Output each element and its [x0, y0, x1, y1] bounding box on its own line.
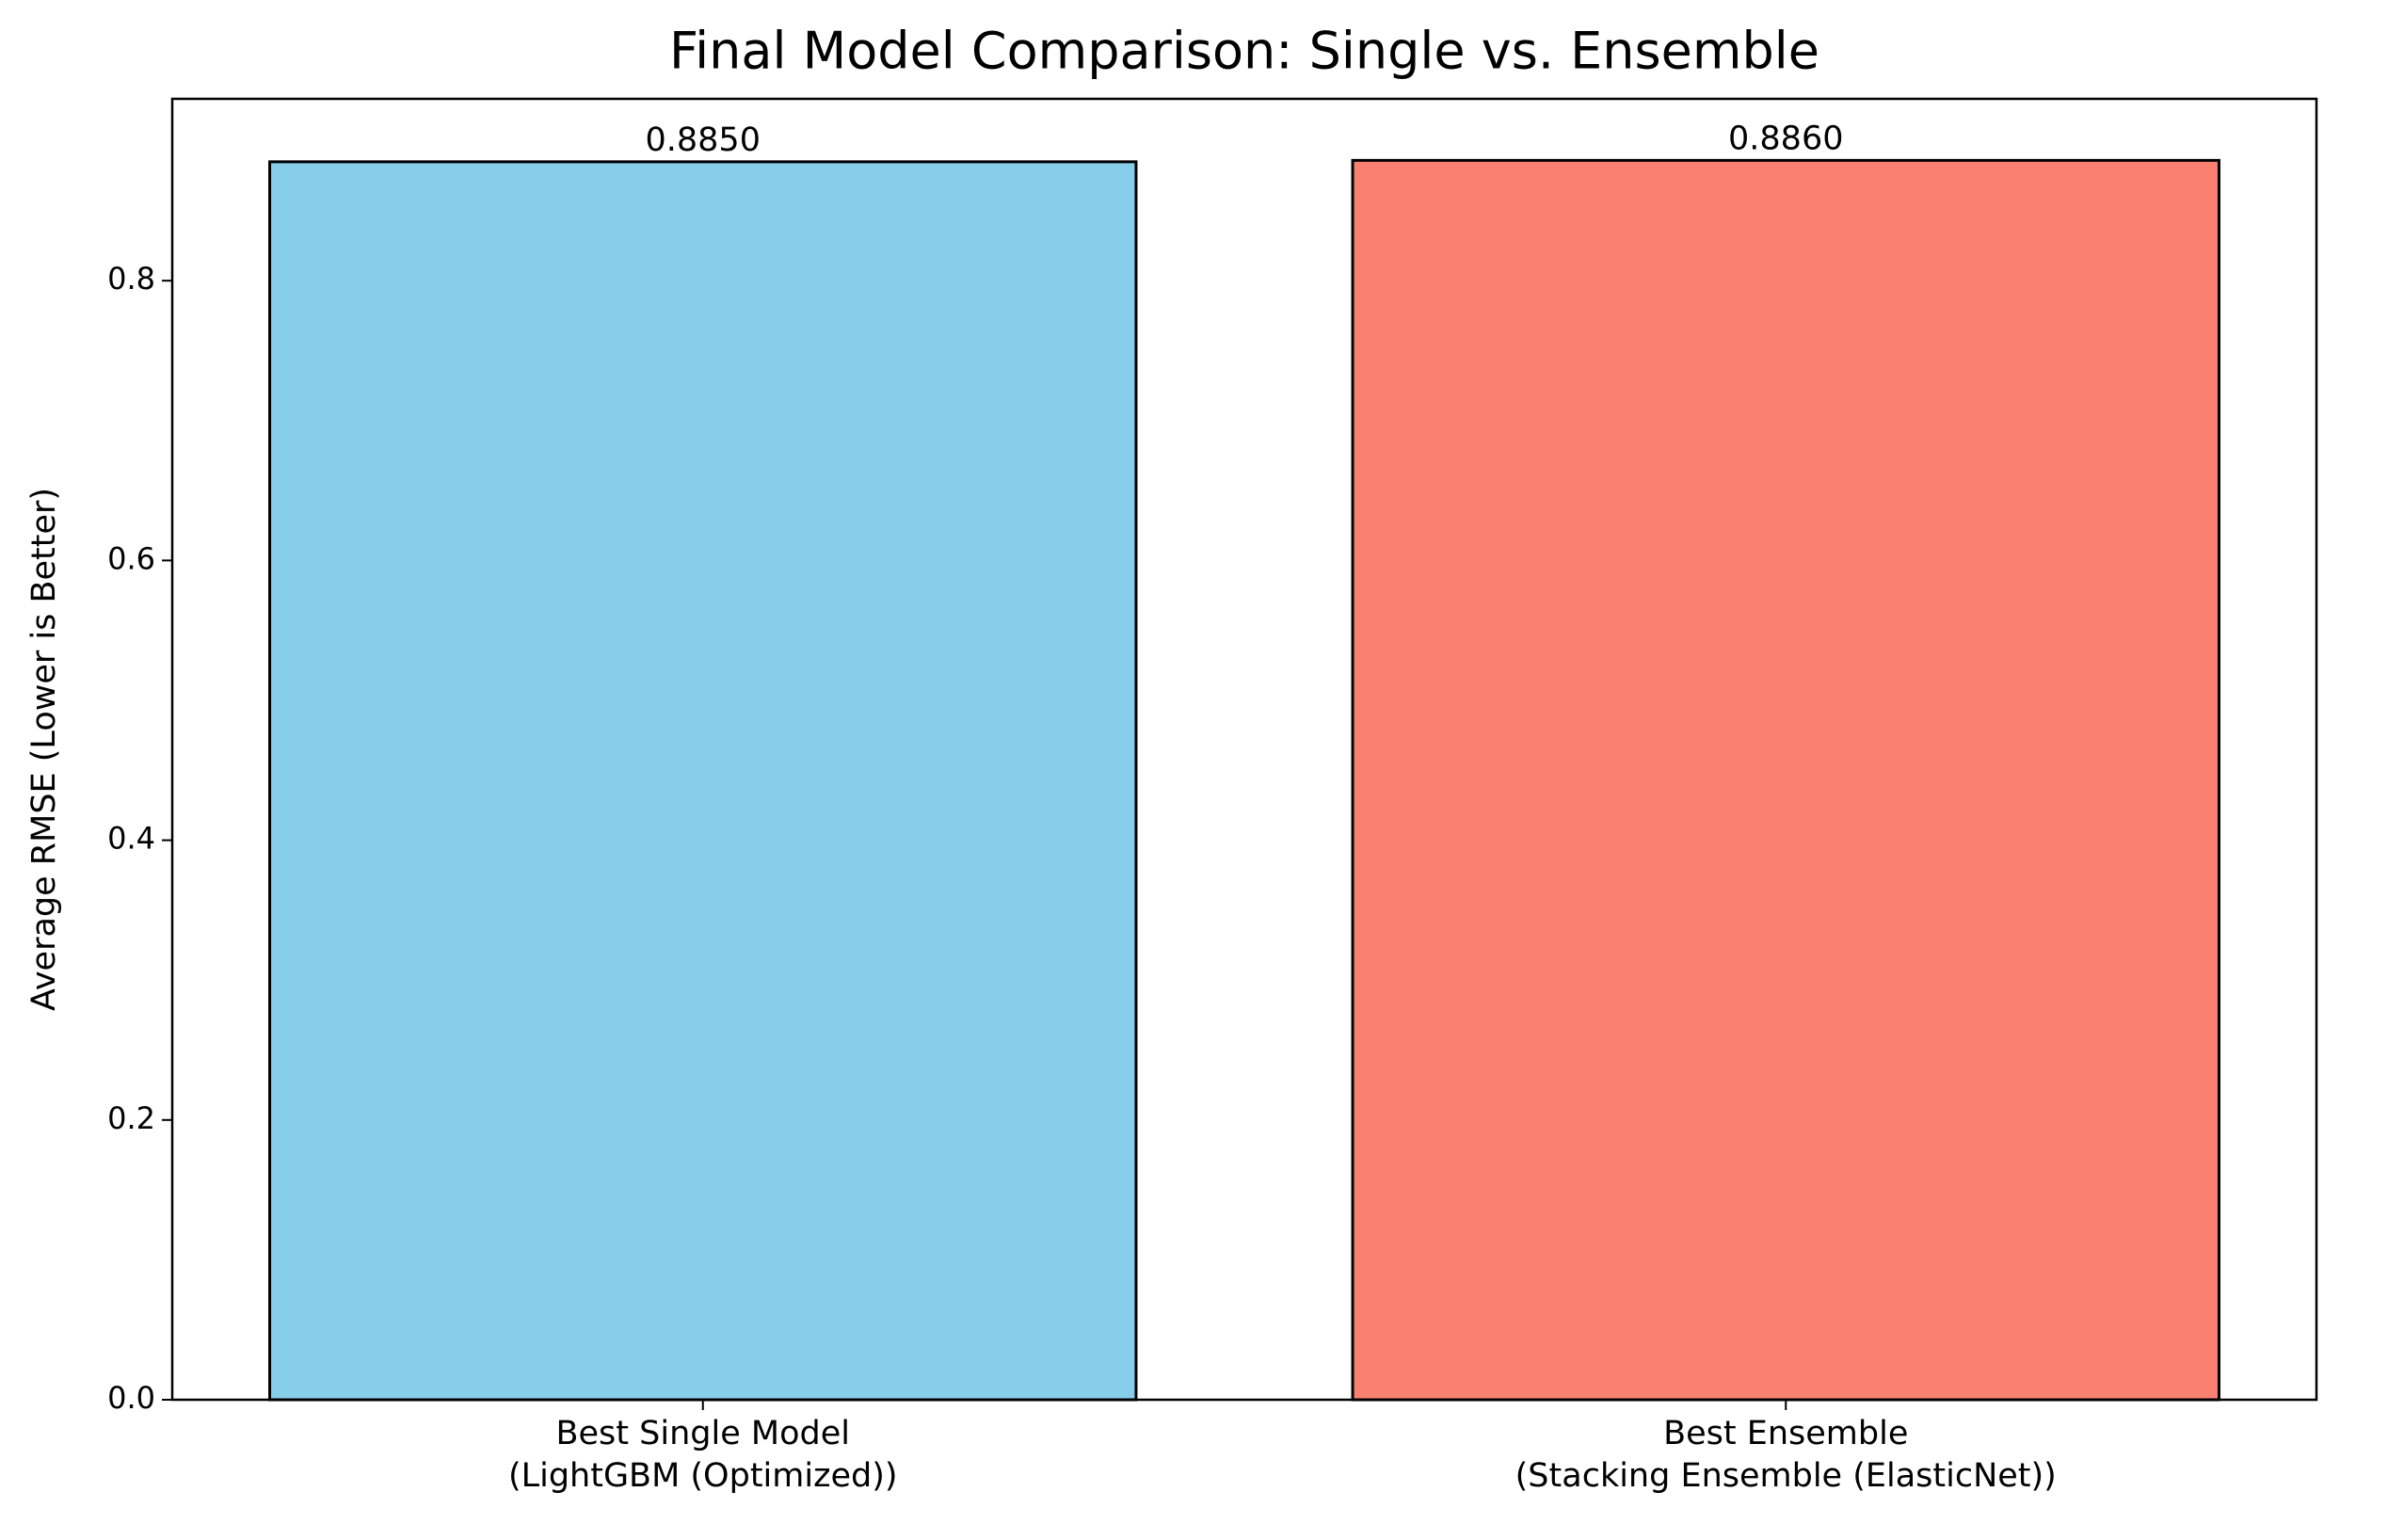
- bar: [268, 160, 1138, 1402]
- value-label: 0.8850: [646, 121, 761, 159]
- y-tick-label: 0.8: [107, 261, 155, 297]
- chart-title: Final Model Comparison: Single vs. Ensem…: [669, 22, 1819, 81]
- x-tick-label: Best Single Model (LightGBM (Optimized)): [507, 1415, 898, 1495]
- y-axis-label: Average RMSE (Lower is Better): [25, 488, 63, 1011]
- value-label: 0.8860: [1728, 120, 1843, 157]
- y-tick-label: 0.4: [107, 821, 155, 857]
- x-tick-label: Best Ensemble (Stacking Ensemble (Elasti…: [1515, 1415, 2057, 1495]
- plot-frame: [170, 97, 2318, 1402]
- y-tick-label: 0.2: [107, 1100, 155, 1136]
- y-tick-label: 0.0: [107, 1380, 155, 1416]
- bar: [1351, 158, 2220, 1402]
- y-tick-label: 0.6: [107, 540, 155, 576]
